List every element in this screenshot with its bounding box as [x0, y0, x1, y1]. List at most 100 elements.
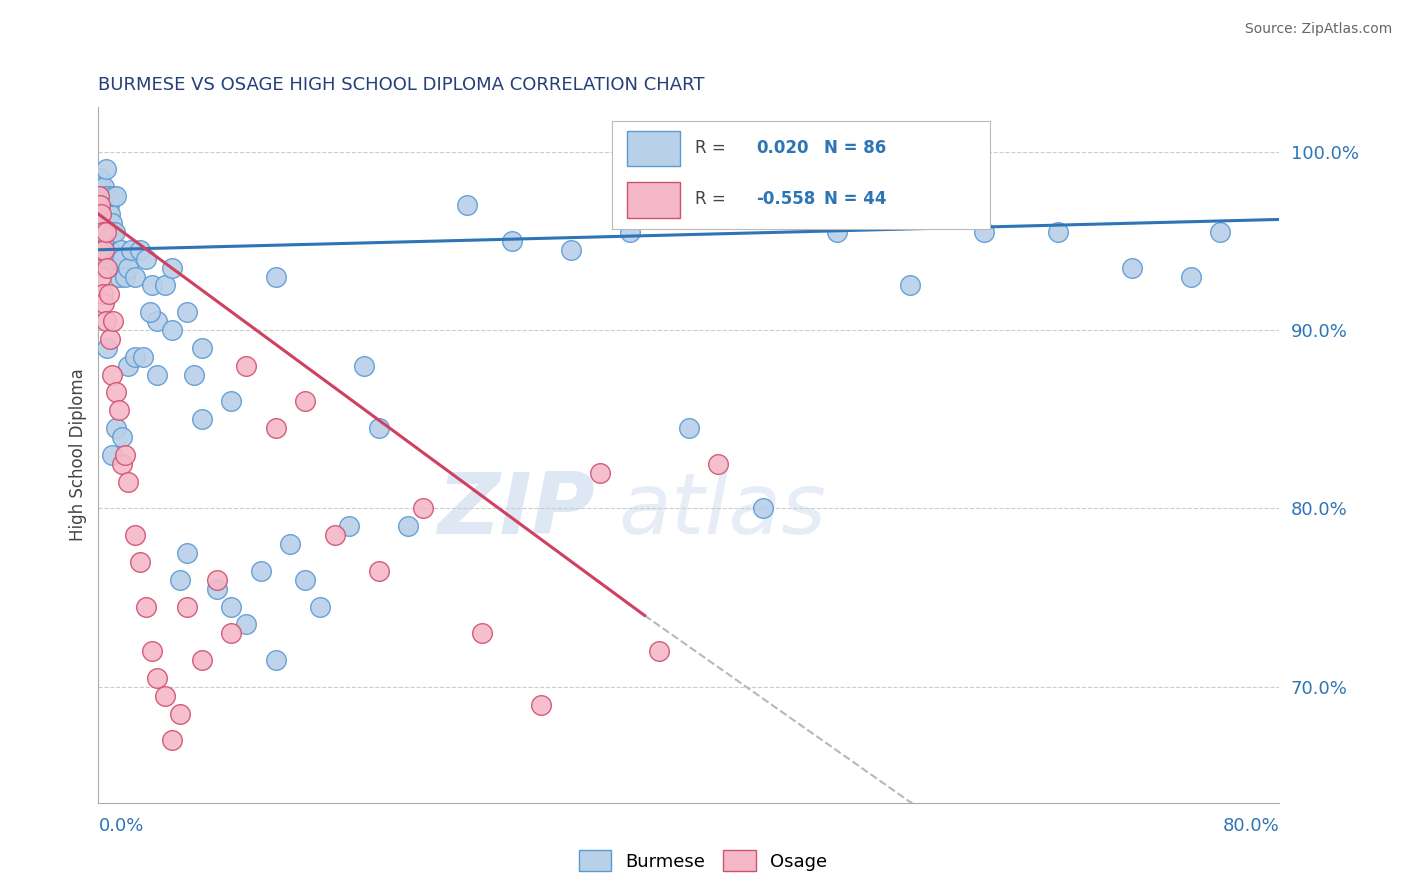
Point	[264, 421, 287, 435]
Point	[169, 706, 191, 721]
Point	[93, 296, 115, 310]
Point	[264, 653, 287, 667]
Point	[94, 314, 117, 328]
Point	[139, 305, 162, 319]
Point	[98, 207, 121, 221]
Point	[108, 269, 131, 284]
Point	[1121, 260, 1143, 275]
Point	[97, 225, 120, 239]
Point	[105, 385, 128, 400]
Point	[94, 225, 117, 239]
Point	[124, 350, 146, 364]
Point	[205, 582, 228, 596]
Point	[90, 216, 112, 230]
Point	[89, 243, 111, 257]
Y-axis label: High School Diploma: High School Diploma	[69, 368, 87, 541]
Point	[90, 180, 112, 194]
Point	[176, 546, 198, 560]
Point	[678, 421, 700, 435]
Point	[114, 448, 136, 462]
Point	[146, 671, 169, 685]
Point	[96, 260, 118, 275]
Point	[97, 260, 120, 275]
Point	[98, 332, 121, 346]
Point	[368, 564, 391, 578]
Point	[111, 457, 134, 471]
Point	[471, 626, 494, 640]
Point	[103, 189, 125, 203]
Point	[162, 323, 183, 337]
Point	[97, 198, 120, 212]
Text: 80.0%: 80.0%	[1223, 817, 1279, 835]
Point	[589, 466, 612, 480]
Point	[323, 528, 346, 542]
Point	[141, 278, 163, 293]
Point	[337, 519, 360, 533]
Point	[103, 225, 125, 239]
Point	[135, 252, 157, 266]
Point	[278, 537, 302, 551]
Point	[90, 207, 112, 221]
Point	[191, 653, 214, 667]
Point	[107, 252, 129, 266]
Point	[250, 564, 273, 578]
Point	[93, 198, 115, 212]
Point	[94, 216, 117, 230]
Point	[368, 421, 391, 435]
Point	[111, 252, 134, 266]
Point	[751, 501, 773, 516]
Point	[619, 225, 641, 239]
Point	[162, 260, 183, 275]
Point	[169, 573, 191, 587]
Point	[135, 599, 157, 614]
Point	[89, 189, 111, 203]
Point	[176, 599, 198, 614]
Point	[1209, 225, 1232, 239]
Point	[94, 162, 117, 177]
Point	[219, 626, 242, 640]
Point	[91, 234, 114, 248]
Point	[501, 234, 523, 248]
Point	[96, 341, 118, 355]
Point	[309, 599, 332, 614]
Point	[205, 573, 228, 587]
Point	[89, 198, 111, 212]
Point	[412, 501, 434, 516]
Point	[141, 644, 163, 658]
Point	[103, 314, 125, 328]
Point	[90, 198, 112, 212]
Point	[153, 278, 176, 293]
Point	[235, 359, 257, 373]
Point	[117, 475, 139, 489]
Point	[162, 733, 183, 747]
Point	[114, 269, 136, 284]
Point	[98, 243, 121, 257]
Point	[825, 225, 848, 239]
Point	[128, 243, 150, 257]
Point	[1046, 225, 1069, 239]
Point	[91, 225, 114, 239]
Point	[91, 189, 114, 203]
Point	[100, 368, 122, 382]
Point	[89, 171, 111, 186]
Point	[264, 269, 287, 284]
Text: atlas: atlas	[619, 469, 827, 552]
Text: 0.0%: 0.0%	[98, 817, 143, 835]
Point	[183, 368, 205, 382]
Point	[900, 278, 922, 293]
Point	[1180, 269, 1202, 284]
Point	[235, 617, 257, 632]
Point	[176, 305, 198, 319]
Point	[104, 225, 127, 239]
Point	[219, 394, 242, 409]
Point	[124, 528, 146, 542]
Point	[93, 225, 115, 239]
Point	[117, 260, 139, 275]
Point	[91, 225, 114, 239]
Point	[100, 252, 122, 266]
Point	[100, 448, 122, 462]
Point	[294, 394, 316, 409]
Point	[94, 189, 117, 203]
Point	[96, 207, 118, 221]
Point	[93, 243, 115, 257]
